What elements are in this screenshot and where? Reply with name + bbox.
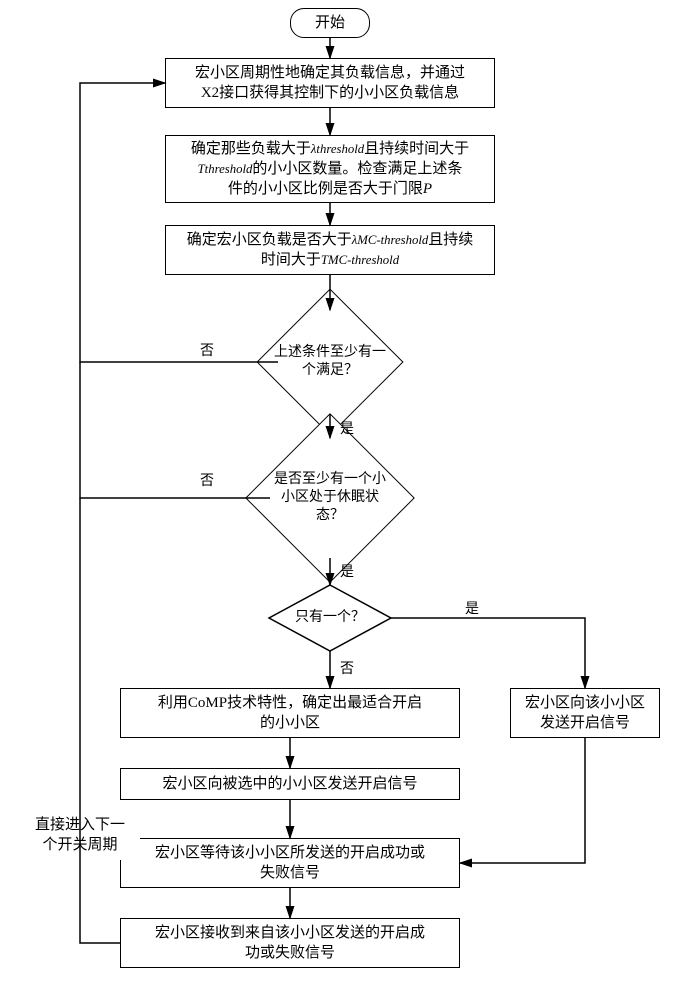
d2-yes: 是 <box>340 561 354 581</box>
step4-l1: 利用CoMP技术特性，确定出最适合开启 <box>158 695 422 711</box>
step6: 宏小区等待该小小区所发送的开启成功或 失败信号 <box>120 838 460 888</box>
sidebox-l1: 直接进入下一 <box>35 817 125 833</box>
step7: 宏小区接收到来自该小小区发送的开启成 功或失败信号 <box>120 918 460 968</box>
decision1: 上述条件至少有一 个满足？ <box>278 310 382 414</box>
step2-P: P <box>423 181 432 197</box>
step4-l2: 的小小区 <box>260 715 320 731</box>
step4r-l1: 宏小区向该小小区 <box>525 695 645 711</box>
step6-l1: 宏小区等待该小小区所发送的开启成功或 <box>155 845 425 861</box>
step2-T: Tthreshold <box>198 162 253 176</box>
step1-l2: X2接口获得其控制下的小小区负载信息 <box>201 85 459 101</box>
start-label: 开始 <box>315 13 345 33</box>
step4-right: 宏小区向该小小区 发送开启信号 <box>510 688 660 738</box>
step3-lambda: λMC-threshold <box>352 233 429 247</box>
d2-no: 否 <box>200 470 214 490</box>
step6-l2: 失败信号 <box>260 865 320 881</box>
step4: 利用CoMP技术特性，确定出最适合开启 的小小区 <box>120 688 460 738</box>
step2-l2: 的小小区数量。检查满足上述条 <box>252 161 462 177</box>
step2-l1b: 且持续时间大于 <box>364 141 469 157</box>
d1-yes: 是 <box>340 418 354 438</box>
step3-l2a: 时间大于 <box>261 252 321 268</box>
step3-Tmc: TMC-threshold <box>321 253 399 267</box>
d3-yes: 是 <box>465 598 479 618</box>
start-node: 开始 <box>290 8 370 38</box>
step7-l2: 功或失败信号 <box>245 945 335 961</box>
d1-l2: 个满足？ <box>302 363 358 378</box>
step3: 确定宏小区负载是否大于λMC-threshold且持续 时间大于TMC-thre… <box>165 225 495 275</box>
decision2: 是否至少有一个小 小区处于休眠状 态？ <box>270 438 390 558</box>
step4r-l2: 发送开启信号 <box>540 715 630 731</box>
step3-l1a: 确定宏小区负载是否大于 <box>187 232 352 248</box>
d2-l2: 小区处于休眠状 <box>281 490 379 505</box>
d1-l1: 上述条件至少有一 <box>274 345 386 360</box>
d1-no: 否 <box>200 340 214 360</box>
step2-l3: 件的小小区比例是否大于门限 <box>228 181 423 197</box>
step7-l1: 宏小区接收到来自该小小区发送的开启成 <box>155 925 425 941</box>
sidebox: 直接进入下一 个开关周期 <box>20 810 140 860</box>
d3-label: 只有一个？ <box>295 610 365 625</box>
step1: 宏小区周期性地确定其负载信息，并通过 X2接口获得其控制下的小小区负载信息 <box>165 58 495 108</box>
step2-l1a: 确定那些负载大于 <box>191 141 311 157</box>
step5: 宏小区向被选中的小小区发送开启信号 <box>120 768 460 800</box>
step2: 确定那些负载大于λthreshold且持续时间大于 Tthreshold的小小区… <box>165 135 495 203</box>
step1-l1: 宏小区周期性地确定其负载信息，并通过 <box>195 65 465 81</box>
d2-l1: 是否至少有一个小 <box>274 472 386 487</box>
step2-lambda: λthreshold <box>311 142 364 156</box>
decision3: 只有一个？ <box>267 583 393 653</box>
sidebox-l2: 个开关周期 <box>42 837 117 853</box>
d3-no: 否 <box>340 658 354 678</box>
d2-l3: 态？ <box>316 508 344 523</box>
step5-label: 宏小区向被选中的小小区发送开启信号 <box>162 774 417 794</box>
step3-l1b: 且持续 <box>428 232 473 248</box>
